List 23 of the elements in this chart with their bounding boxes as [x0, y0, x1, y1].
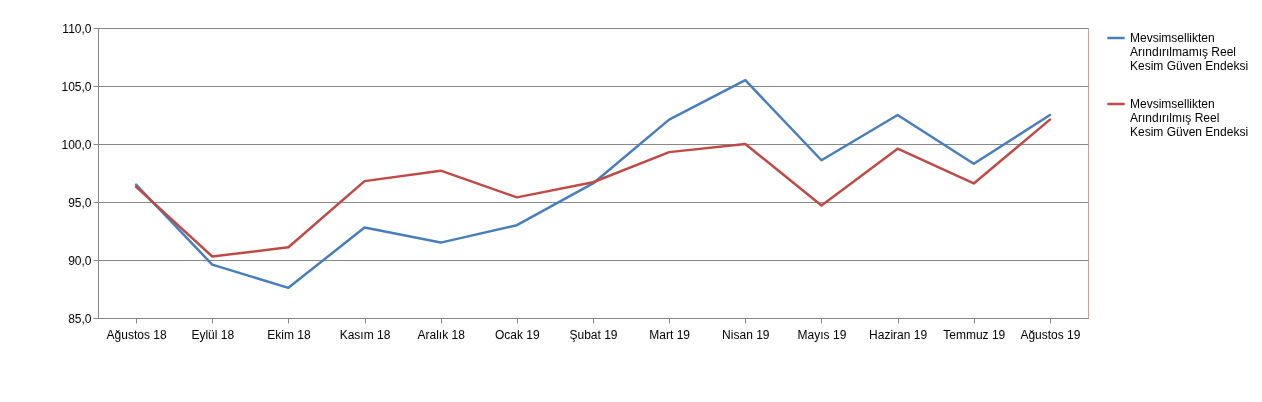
- x-tick-label: Aralık 18: [417, 327, 466, 342]
- legend-label: Mevsimsellikten Arındırılmış Reel Kesim Güven Endeksi: [1130, 97, 1249, 139]
- x-tick-label: Kasım 18: [339, 327, 391, 342]
- x-tick-label: Temmuz 19: [943, 327, 1006, 342]
- y-tick-label: 85,0: [68, 311, 92, 326]
- x-tick-label: Haziran 19: [869, 327, 928, 342]
- x-tick-label: Eylül 18: [191, 327, 235, 342]
- x-tick-label: Şubat 19: [569, 327, 618, 342]
- line-series: [134, 118, 1052, 258]
- line-series: [134, 78, 1052, 290]
- y-tick-label: 110,0: [62, 21, 92, 36]
- x-tick-label: Nisan 19: [722, 327, 770, 342]
- x-tick-label: Mart 19: [649, 327, 691, 342]
- x-tick-label: Ocak 19: [494, 327, 541, 342]
- y-tick-label: 100,0: [61, 137, 92, 152]
- y-tick-label: 105,0: [61, 79, 92, 94]
- y-tick-label: 90,0: [68, 253, 92, 268]
- x-tick-label: Ekim 18: [267, 327, 311, 342]
- legend-label: Mevsimsellikten Arındırılmamış Reel Kesim Güven Endeksi: [1130, 31, 1249, 73]
- x-tick-label: Ağustos 18: [106, 327, 167, 342]
- x-tick-label: Ağustos 19: [1020, 327, 1081, 342]
- x-tick-label: Mayıs 19: [797, 327, 847, 342]
- y-tick-label: 95,0: [68, 195, 92, 210]
